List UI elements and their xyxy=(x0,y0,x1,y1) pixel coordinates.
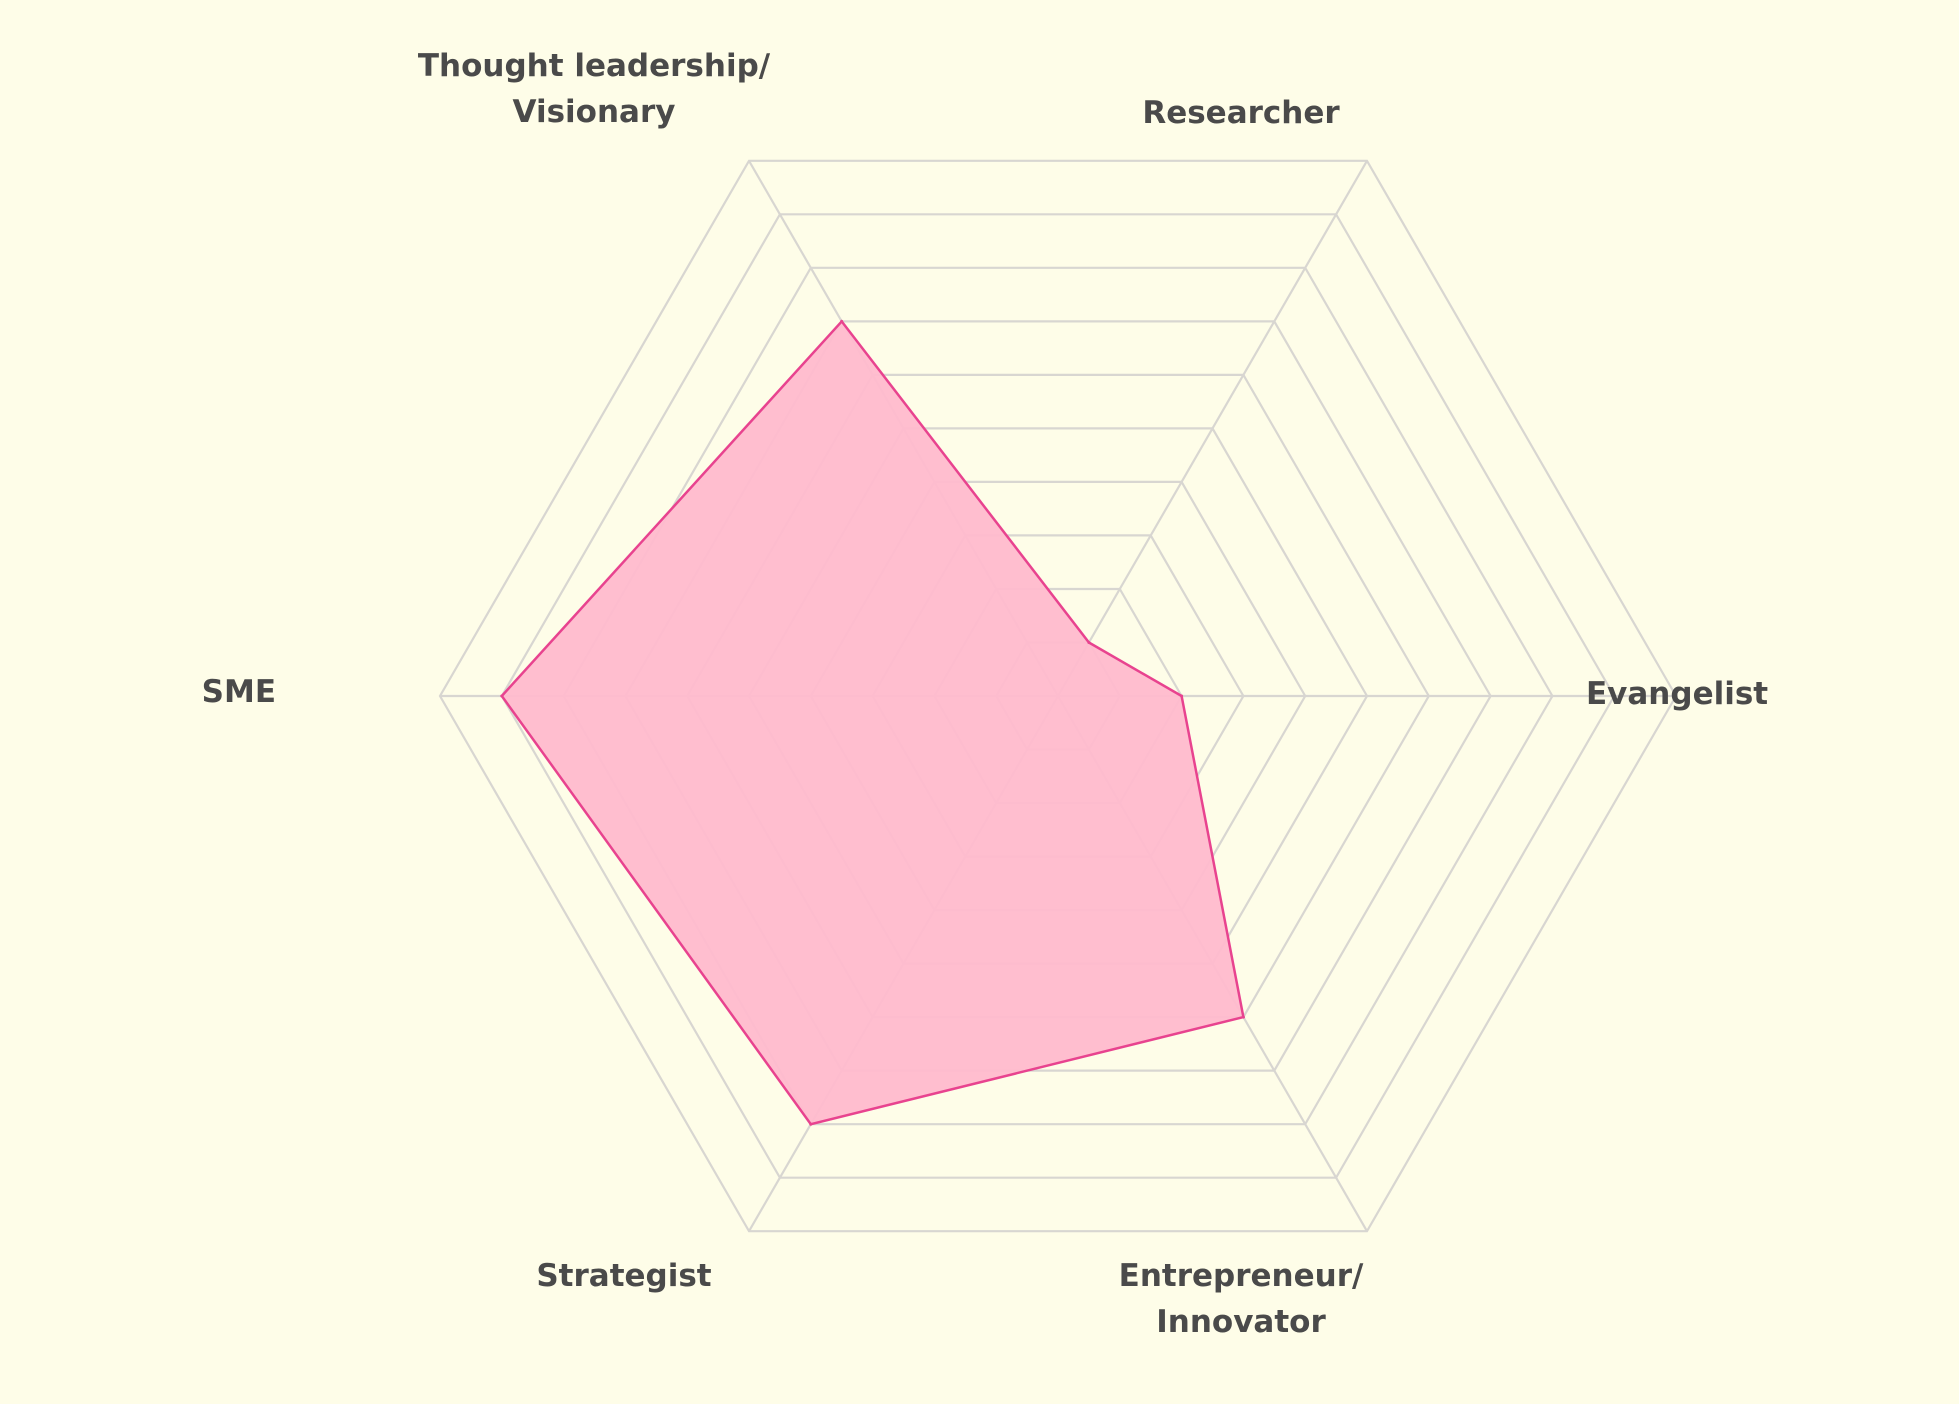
axis-label-0: Evangelist xyxy=(1586,676,1768,712)
axis-label-line: Visionary xyxy=(513,94,676,130)
radar-series xyxy=(500,319,1245,1126)
data-point-2 xyxy=(840,319,844,323)
axis-label-1: Researcher xyxy=(1142,95,1340,131)
axis-label-line: Entrepreneur/ xyxy=(1119,1258,1364,1294)
data-point-5 xyxy=(1241,1015,1245,1019)
axis-label-2: Thought leadership/Visionary xyxy=(418,48,771,130)
axis-label-line: Evangelist xyxy=(1586,676,1768,712)
axis-label-line: SME xyxy=(202,674,276,710)
axis-label-line: Researcher xyxy=(1142,95,1340,131)
axis-label-line: Thought leadership/ xyxy=(418,48,771,84)
data-point-3 xyxy=(500,694,504,698)
axis-label-4: Strategist xyxy=(536,1258,711,1294)
axis-label-5: Entrepreneur/Innovator xyxy=(1119,1258,1364,1340)
data-point-1 xyxy=(1087,641,1091,644)
axis-labels: Evangelist Researcher Thought leadership/V… xyxy=(202,48,1769,1340)
data-point-4 xyxy=(809,1122,813,1126)
axis-label-line: Innovator xyxy=(1156,1304,1326,1340)
data-point-0 xyxy=(1180,694,1184,698)
grid-spoke-1 xyxy=(1057,160,1368,697)
axis-label-3: SME xyxy=(202,674,276,710)
axis-label-line: Strategist xyxy=(536,1258,711,1294)
